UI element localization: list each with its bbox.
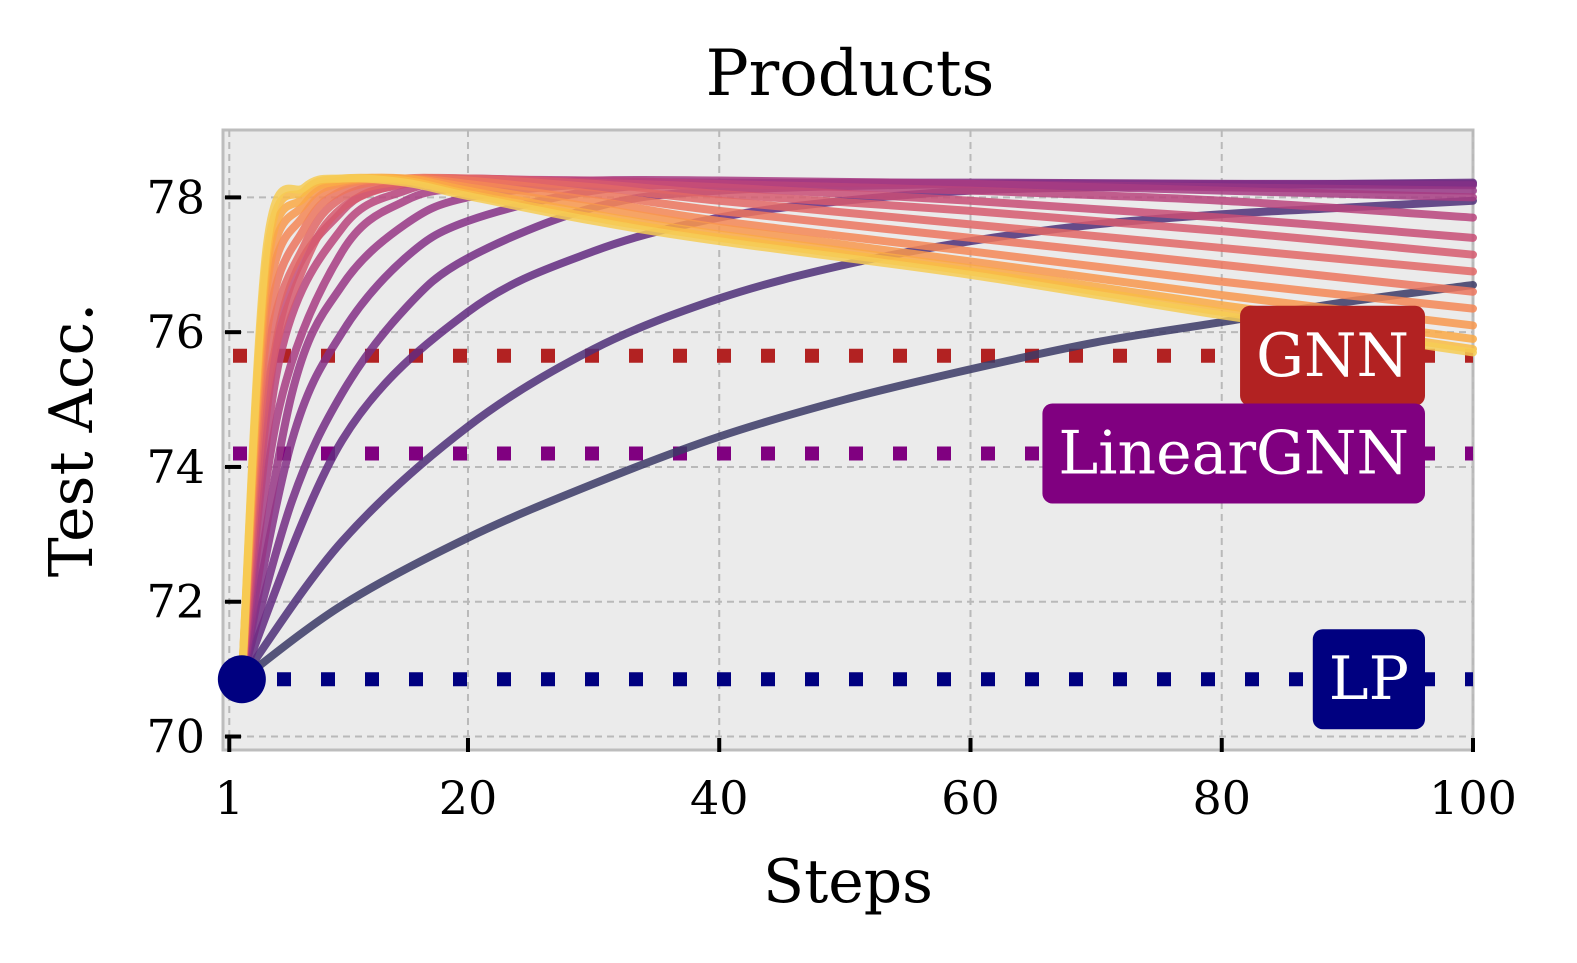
grid [223,130,1474,750]
x-tick-label: 80 [1192,771,1251,825]
y-axis-ticks: 70 72 74 76 78 [146,170,241,764]
lineargnn-label-badge: LinearGNN [1042,403,1425,504]
x-tick-label: 20 [439,771,498,825]
label-badge-text: LinearGNN [1058,418,1409,488]
y-tick-label: 74 [146,440,205,494]
label-badge-text: LP [1329,644,1409,714]
label-badge-background [1042,403,1425,504]
x-tick-label: 60 [941,771,1000,825]
x-tick-label: 1 [215,771,244,825]
series-curve-17 [237,174,1477,684]
start-point-marker [217,655,266,704]
gnn-label-badge: GNN [1240,305,1425,406]
start-point-layer [217,655,266,704]
x-axis-ticks: 1 20 40 60 80 100 [215,738,1517,825]
reference-lines [233,348,1473,687]
x-tick-label: 100 [1429,771,1517,825]
y-tick-label: 70 [146,710,205,764]
y-tick-label: 72 [146,575,205,629]
series-curve-2 [237,196,1477,684]
reference-labels: GNN LinearGNN LP [1042,305,1425,730]
series-curve-11 [237,173,1477,684]
series-curve-12 [237,173,1477,684]
y-tick-label: 78 [146,170,205,224]
x-tick-label: 40 [690,771,749,825]
y-axis-label: Test Acc. [37,303,107,577]
y-tick-label: 76 [146,305,205,359]
chart-title: Products [706,37,995,111]
series-lines [237,173,1477,684]
x-axis-label: Steps [763,847,933,917]
label-badge-background [1312,629,1425,730]
label-badge-background [1240,305,1425,406]
lp-label-badge: LP [1312,629,1425,730]
plot-area: GNN LinearGNN LP [217,128,1477,752]
label-badge-text: GNN [1256,321,1409,391]
